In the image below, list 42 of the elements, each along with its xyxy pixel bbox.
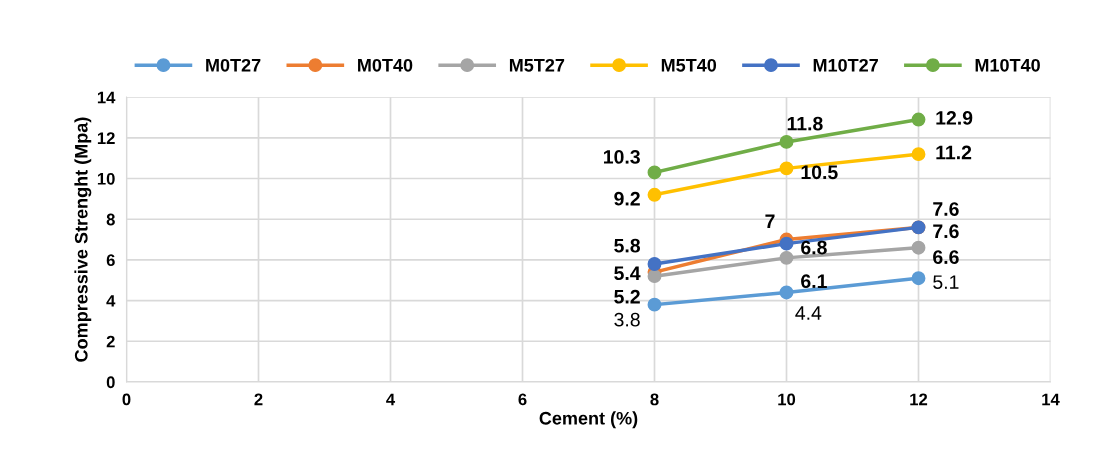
y-tick-label: 8 <box>106 213 115 226</box>
data-label: 9.2 <box>614 191 640 206</box>
y-tick-label: 6 <box>106 254 115 267</box>
data-label: 6.8 <box>801 240 827 255</box>
y-tick-label: 4 <box>106 295 116 307</box>
y-tick-label: 0 <box>106 376 115 389</box>
data-label: 10.5 <box>801 165 838 180</box>
x-tick-label: 0 <box>122 393 131 406</box>
data-label: 11.8 <box>787 116 823 131</box>
data-label: 11.2 <box>936 145 972 160</box>
y-tick-label: 14 <box>97 91 116 104</box>
y-tick-label: 2 <box>106 335 115 348</box>
data-label: 7.6 <box>933 224 959 239</box>
x-tick-label: 6 <box>518 393 527 406</box>
x-tick-label: 2 <box>254 393 263 406</box>
x-tick-label: 8 <box>650 393 659 406</box>
legend-label: M0T27 <box>206 58 261 72</box>
y-tick-label: 10 <box>97 172 115 185</box>
legend-label: M5T27 <box>509 58 565 72</box>
data-label: 5.1 <box>933 275 959 289</box>
x-tick-label: 12 <box>910 393 928 406</box>
data-label: 3.8 <box>614 312 640 327</box>
x-tick-label: 14 <box>1042 393 1060 406</box>
x-axis-title: Cement (%) <box>539 411 638 429</box>
data-label: 6.6 <box>933 250 959 265</box>
data-label: 10.3 <box>603 150 640 164</box>
data-label: 5.4 <box>614 266 641 281</box>
x-tick-label: 4 <box>386 393 396 406</box>
data-label: 7 <box>765 214 775 228</box>
legend-label: M0T40 <box>358 58 413 72</box>
y-tick-label: 12 <box>97 132 115 144</box>
y-axis-title: Compressive Strenght (Mpa) <box>74 117 92 362</box>
legend-label: M10T40 <box>975 58 1040 72</box>
data-label: 7.6 <box>933 202 959 216</box>
data-label: 12.9 <box>936 111 973 125</box>
data-label: 5.2 <box>614 289 640 304</box>
data-label: 4.4 <box>795 306 822 320</box>
data-label: 5.8 <box>614 238 641 253</box>
data-label: 6.1 <box>801 274 827 289</box>
legend-label: M10T27 <box>813 58 878 72</box>
x-tick-label: 10 <box>778 393 796 406</box>
legend-label: M5T40 <box>661 58 717 72</box>
